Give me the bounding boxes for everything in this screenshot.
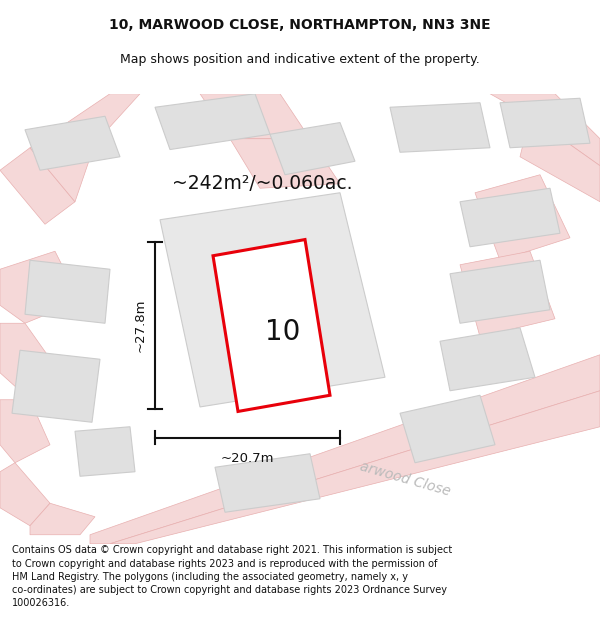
- Polygon shape: [440, 328, 535, 391]
- Polygon shape: [270, 122, 355, 175]
- Text: ~20.7m: ~20.7m: [221, 452, 274, 465]
- Polygon shape: [500, 98, 590, 148]
- Polygon shape: [390, 102, 490, 152]
- Polygon shape: [30, 503, 95, 535]
- Polygon shape: [12, 350, 100, 423]
- Polygon shape: [215, 454, 320, 512]
- Polygon shape: [475, 175, 570, 260]
- Text: Contains OS data © Crown copyright and database right 2021. This information is : Contains OS data © Crown copyright and d…: [12, 546, 452, 608]
- Polygon shape: [90, 355, 600, 544]
- Text: ~242m²/~0.060ac.: ~242m²/~0.060ac.: [172, 174, 352, 193]
- Polygon shape: [230, 139, 340, 188]
- Polygon shape: [400, 395, 495, 462]
- Text: 10, MARWOOD CLOSE, NORTHAMPTON, NN3 3NE: 10, MARWOOD CLOSE, NORTHAMPTON, NN3 3NE: [109, 18, 491, 32]
- Text: Map shows position and indicative extent of the property.: Map shows position and indicative extent…: [120, 52, 480, 66]
- Polygon shape: [200, 94, 310, 139]
- Polygon shape: [30, 94, 140, 202]
- Text: 10: 10: [265, 318, 301, 346]
- Polygon shape: [460, 188, 560, 247]
- Text: arwood Close: arwood Close: [358, 459, 452, 499]
- Text: ~27.8m: ~27.8m: [133, 299, 146, 352]
- Polygon shape: [0, 400, 50, 462]
- Polygon shape: [460, 251, 555, 337]
- Polygon shape: [75, 427, 135, 476]
- Polygon shape: [450, 260, 550, 323]
- Polygon shape: [25, 116, 120, 170]
- Polygon shape: [490, 94, 600, 166]
- Polygon shape: [0, 148, 75, 224]
- Polygon shape: [110, 391, 600, 544]
- Polygon shape: [155, 94, 270, 149]
- Polygon shape: [160, 192, 385, 407]
- Polygon shape: [213, 239, 330, 411]
- Polygon shape: [0, 323, 60, 400]
- Polygon shape: [0, 462, 50, 526]
- Polygon shape: [25, 260, 110, 323]
- Polygon shape: [0, 251, 80, 323]
- Polygon shape: [520, 116, 600, 202]
